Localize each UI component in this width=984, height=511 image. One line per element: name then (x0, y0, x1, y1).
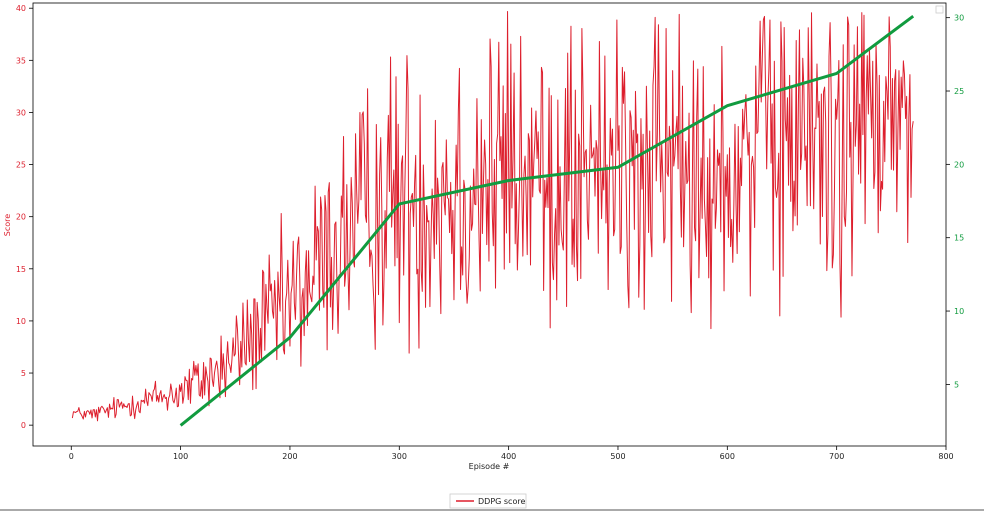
x-tick-label: 100 (173, 452, 188, 461)
x-axis: 0 100 200 300 400 500 600 700 800 (69, 446, 954, 461)
left-y-tick-label: 0 (21, 421, 26, 430)
x-tick-label: 200 (282, 452, 297, 461)
left-y-axis: 0 5 10 15 20 25 30 35 40 (16, 4, 33, 430)
x-tick-label: 800 (938, 452, 953, 461)
legend-frame (449, 493, 527, 509)
x-tick-label: 400 (501, 452, 516, 461)
left-y-tick-label: 25 (16, 161, 26, 170)
x-tick-label: 500 (610, 452, 625, 461)
right-y-tick-label: 10 (954, 307, 964, 316)
right-y-tick-label: 30 (954, 14, 964, 23)
ddpg-score-line (71, 10, 914, 422)
right-y-tick-label: 15 (954, 234, 964, 243)
x-tick-label: 0 (69, 452, 74, 461)
legend: DDPG score (449, 493, 527, 509)
x-tick-label: 300 (392, 452, 407, 461)
left-y-tick-label: 5 (21, 369, 26, 378)
left-y-tick-label: 20 (16, 213, 26, 222)
right-y-axis: 5 10 15 20 25 30 (946, 14, 964, 389)
left-y-tick-label: 35 (16, 56, 26, 65)
left-y-axis-title: Score (3, 214, 12, 236)
right-y-tick-label: 20 (954, 160, 964, 169)
x-tick-label: 600 (720, 452, 735, 461)
legend-label: DDPG score (478, 497, 525, 506)
right-y-tick-label: 25 (954, 87, 964, 96)
x-axis-title: Episode # (469, 462, 510, 471)
series-layer (71, 10, 915, 427)
corner-legend-box (935, 5, 944, 14)
left-y-tick-label: 40 (16, 4, 26, 13)
right-y-tick-label: 5 (954, 380, 959, 389)
average-score-line (179, 14, 915, 427)
left-y-tick-label: 30 (16, 108, 26, 117)
left-y-tick-label: 10 (16, 317, 26, 326)
x-tick-label: 700 (829, 452, 844, 461)
left-y-tick-label: 15 (16, 265, 26, 274)
